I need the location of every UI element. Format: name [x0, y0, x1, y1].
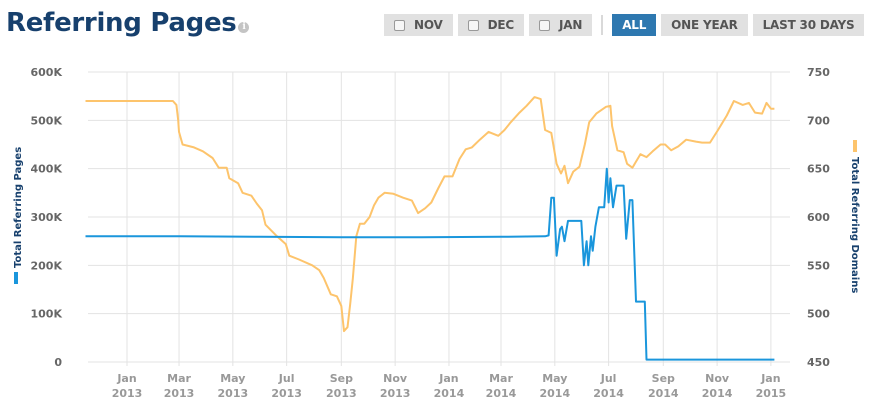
- y-left-tick: 300K: [31, 211, 63, 224]
- filter-jan-label: JAN: [558, 18, 583, 32]
- x-tick-month: Nov: [705, 372, 730, 385]
- y-left-tick: 100K: [31, 308, 63, 321]
- range-last-30-days-button[interactable]: LAST 30 DAYS: [752, 14, 865, 36]
- x-tick-month: Sep: [330, 372, 353, 385]
- y-left-tick: 600K: [31, 66, 63, 79]
- x-tick-year: 2014: [648, 387, 679, 400]
- y-right-tick: 700: [807, 114, 830, 127]
- y-left-tick: 500K: [31, 114, 63, 127]
- y-right-tick: 450: [807, 356, 830, 369]
- filter-toolbar: NOV DEC JAN ALL ONE YEAR LAST 30 DAYS: [384, 14, 869, 36]
- x-tick-year: 2014: [486, 387, 517, 400]
- range-all-button[interactable]: ALL: [612, 14, 657, 36]
- x-tick-month: May: [542, 372, 567, 385]
- page-title-text: Referring Pages: [6, 8, 237, 38]
- x-tick-month: Jan: [116, 372, 136, 385]
- y-left-tick: 0: [54, 356, 62, 369]
- y-axis-left: 0 100K 200K 300K 400K 500K 600K: [31, 66, 63, 369]
- y-right-tick: 650: [807, 163, 830, 176]
- x-tick-year: 2014: [539, 387, 570, 400]
- x-tick-month: May: [220, 372, 245, 385]
- y-right-tick: 550: [807, 259, 830, 272]
- x-tick-year: 2013: [112, 387, 143, 400]
- y-axis-right: 450 500 550 600 650 700 750: [807, 66, 830, 369]
- x-tick-year: 2014: [702, 387, 733, 400]
- filter-nov-label: NOV: [414, 18, 443, 32]
- x-tick-year: 2013: [326, 387, 357, 400]
- x-tick-year: 2014: [593, 387, 624, 400]
- info-icon[interactable]: i: [238, 22, 250, 33]
- x-tick-month: Nov: [383, 372, 408, 385]
- filter-dec-label: DEC: [487, 18, 515, 32]
- filter-nov-checkbox[interactable]: NOV: [384, 14, 453, 36]
- x-tick-month: Jan: [760, 372, 780, 385]
- series-line-referring-domains[interactable]: [85, 96, 775, 333]
- y-axis-right-title: Total Referring Domains: [849, 140, 860, 293]
- x-axis: Jan 2013 Mar 2013 May 2013 Jul 2013 Sep 2013 Nov 20…: [112, 372, 787, 400]
- y-right-tick: 750: [807, 66, 830, 79]
- y-left-tick: 400K: [31, 163, 63, 176]
- y-axis-left-label: Total Referring Pages: [13, 147, 24, 268]
- x-tick-year: 2013: [164, 387, 195, 400]
- x-tick-month: Jul: [600, 372, 617, 385]
- filter-jan-checkbox[interactable]: JAN: [528, 14, 593, 36]
- x-tick-month: Jul: [278, 372, 295, 385]
- x-tick-year: 2014: [434, 387, 465, 400]
- toolbar-divider: [601, 15, 604, 35]
- y-axis-right-label: Total Referring Domains: [849, 157, 860, 293]
- series-line-referring-pages[interactable]: [85, 167, 775, 361]
- x-tick-year: 2015: [756, 387, 787, 400]
- range-one-year-button[interactable]: ONE YEAR: [661, 14, 748, 36]
- y-axis-left-title: Total Referring Pages: [13, 147, 24, 284]
- checkbox-icon[interactable]: [394, 19, 405, 31]
- legend-swatch-pages: [14, 272, 18, 284]
- legend-swatch-domains: [853, 140, 857, 152]
- x-tick-year: 2013: [271, 387, 302, 400]
- chart-grid: [88, 71, 790, 366]
- x-tick-month: Mar: [489, 372, 513, 385]
- filter-dec-checkbox[interactable]: DEC: [457, 14, 524, 36]
- checkbox-icon[interactable]: [467, 19, 479, 31]
- x-tick-month: Mar: [167, 372, 191, 385]
- x-tick-year: 2013: [380, 387, 411, 400]
- page-title: Referring Pages i: [6, 8, 250, 38]
- x-tick-month: Jan: [438, 372, 458, 385]
- y-right-tick: 500: [807, 308, 830, 321]
- checkbox-icon[interactable]: [538, 19, 550, 31]
- y-right-tick: 600: [807, 211, 830, 224]
- x-tick-month: Sep: [652, 372, 675, 385]
- y-left-tick: 200K: [31, 259, 63, 272]
- x-tick-year: 2013: [218, 387, 249, 400]
